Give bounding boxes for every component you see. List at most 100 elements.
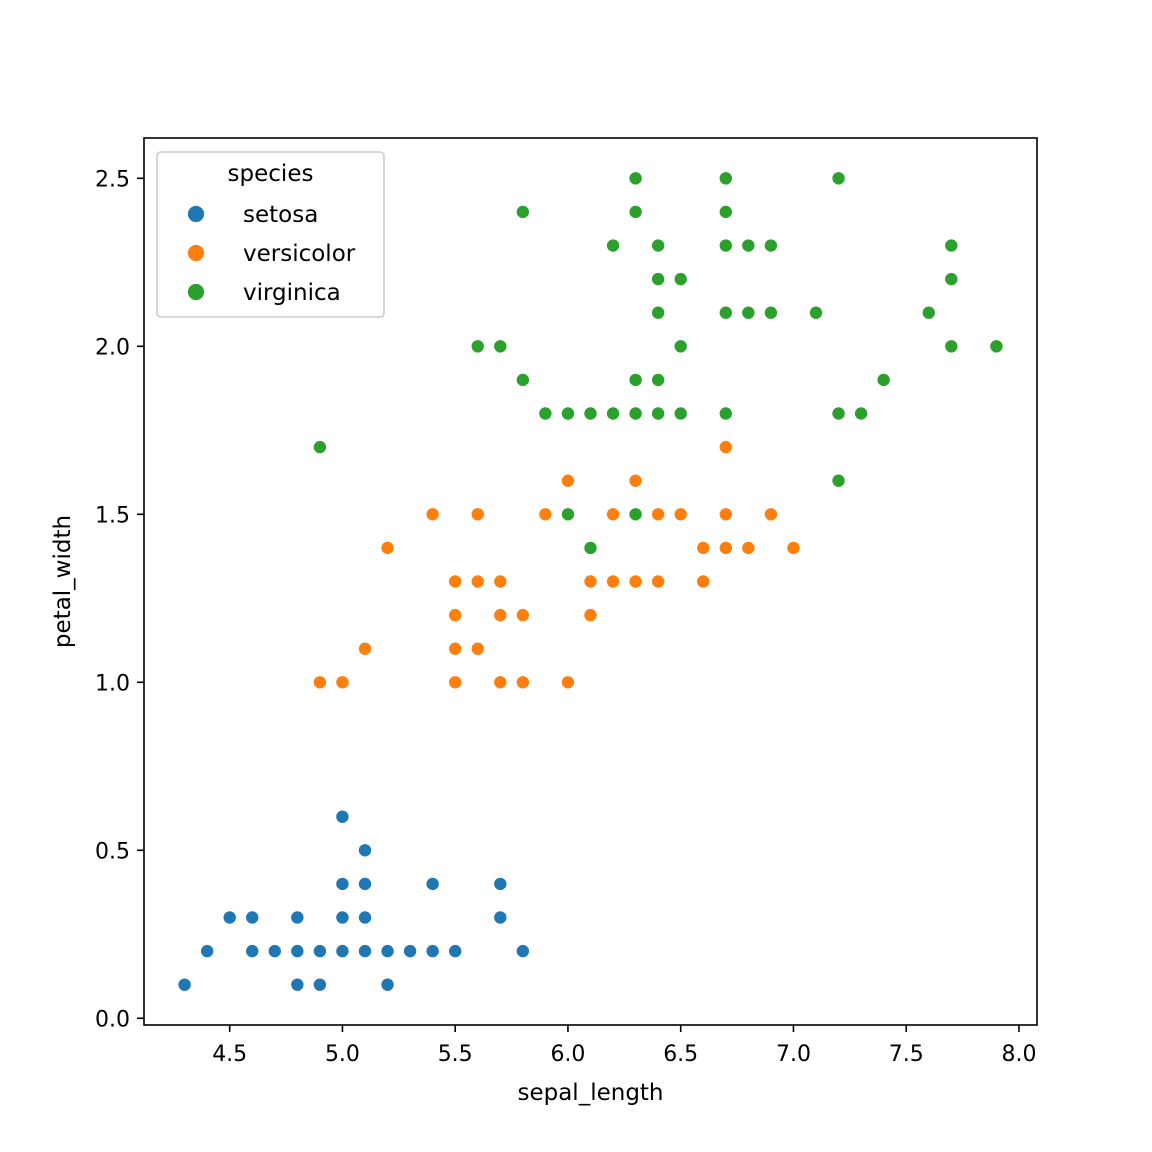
point-virginica-31 — [741, 305, 756, 320]
point-versicolor-27 — [651, 574, 666, 589]
point-virginica-4 — [515, 372, 530, 387]
legend-marker-versicolor — [187, 244, 205, 262]
legend-box — [156, 151, 385, 318]
point-virginica-12 — [628, 171, 643, 186]
point-virginica-13 — [628, 204, 643, 219]
point-virginica-21 — [651, 406, 666, 421]
x-tick-label-5: 7.0 — [776, 1042, 811, 1067]
point-setosa-20 — [380, 977, 395, 992]
point-virginica-1 — [470, 339, 485, 354]
point-versicolor-22 — [606, 507, 621, 522]
point-setosa-19 — [380, 944, 395, 959]
point-setosa-11 — [335, 809, 350, 824]
point-versicolor-11 — [470, 641, 485, 656]
point-versicolor-31 — [718, 440, 733, 455]
point-virginica-25 — [718, 171, 733, 186]
point-setosa-2 — [222, 910, 237, 925]
point-virginica-38 — [854, 406, 869, 421]
point-virginica-20 — [651, 372, 666, 387]
point-virginica-34 — [809, 305, 824, 320]
point-virginica-36 — [831, 406, 846, 421]
point-versicolor-2 — [357, 641, 372, 656]
point-virginica-33 — [763, 305, 778, 320]
point-versicolor-19 — [560, 675, 575, 690]
point-setosa-8 — [290, 977, 305, 992]
point-versicolor-6 — [448, 608, 463, 623]
point-setosa-24 — [448, 944, 463, 959]
point-virginica-5 — [538, 406, 553, 421]
point-virginica-19 — [651, 305, 666, 320]
point-versicolor-34 — [741, 540, 756, 555]
point-virginica-39 — [876, 372, 891, 387]
point-virginica-18 — [651, 272, 666, 287]
point-virginica-28 — [718, 305, 733, 320]
point-versicolor-5 — [448, 574, 463, 589]
point-virginica-43 — [944, 339, 959, 354]
point-versicolor-36 — [786, 540, 801, 555]
point-versicolor-24 — [628, 473, 643, 488]
point-virginica-41 — [944, 238, 959, 253]
point-versicolor-23 — [606, 574, 621, 589]
legend-label-versicolor: versicolor — [243, 241, 356, 267]
x-tick-label-2: 5.5 — [438, 1042, 473, 1067]
y-tick-label-3: 1.5 — [95, 503, 130, 528]
legend-entries: setosa versicolor virginica — [187, 202, 356, 306]
point-setosa-23 — [425, 944, 440, 959]
point-virginica-42 — [944, 272, 959, 287]
point-versicolor-28 — [673, 507, 688, 522]
point-versicolor-7 — [448, 641, 463, 656]
point-versicolor-8 — [448, 675, 463, 690]
point-setosa-3 — [245, 910, 260, 925]
point-setosa-9 — [312, 944, 327, 959]
point-setosa-0 — [177, 977, 192, 992]
point-virginica-16 — [628, 507, 643, 522]
y-tick-label-1: 0.5 — [95, 839, 130, 864]
point-versicolor-12 — [493, 574, 508, 589]
point-versicolor-30 — [696, 574, 711, 589]
point-versicolor-29 — [696, 540, 711, 555]
point-versicolor-0 — [312, 675, 327, 690]
point-versicolor-33 — [718, 540, 733, 555]
point-versicolor-4 — [425, 507, 440, 522]
x-tick-label-3: 6.0 — [550, 1042, 585, 1067]
legend-label-setosa: setosa — [243, 202, 318, 228]
x-tick-label-1: 5.0 — [325, 1042, 360, 1067]
point-versicolor-17 — [538, 507, 553, 522]
point-setosa-15 — [357, 843, 372, 858]
point-virginica-10 — [606, 238, 621, 253]
point-virginica-24 — [673, 406, 688, 421]
point-virginica-2 — [493, 339, 508, 354]
x-axis-label: sepal_length — [517, 1080, 663, 1106]
point-setosa-26 — [493, 910, 508, 925]
x-tick-label-6: 7.5 — [889, 1042, 924, 1067]
point-setosa-4 — [245, 944, 260, 959]
x-tick-label-0: 4.5 — [212, 1042, 247, 1067]
point-virginica-27 — [718, 238, 733, 253]
point-versicolor-25 — [628, 574, 643, 589]
point-versicolor-10 — [470, 574, 485, 589]
point-virginica-22 — [673, 272, 688, 287]
y-tick-label-0: 0.0 — [95, 1007, 130, 1032]
point-setosa-16 — [357, 876, 372, 891]
y-tick-label-2: 1.0 — [95, 671, 130, 696]
point-virginica-37 — [831, 473, 846, 488]
point-virginica-9 — [583, 540, 598, 555]
point-virginica-17 — [651, 238, 666, 253]
point-setosa-1 — [200, 944, 215, 959]
point-virginica-26 — [718, 204, 733, 219]
point-setosa-12 — [335, 876, 350, 891]
point-versicolor-20 — [583, 574, 598, 589]
point-versicolor-35 — [763, 507, 778, 522]
point-setosa-18 — [357, 944, 372, 959]
point-versicolor-14 — [493, 675, 508, 690]
points-layer — [177, 171, 1004, 992]
point-versicolor-1 — [335, 675, 350, 690]
legend-label-virginica: virginica — [243, 280, 341, 306]
point-versicolor-9 — [470, 507, 485, 522]
legend-marker-virginica — [187, 283, 205, 301]
point-versicolor-26 — [651, 507, 666, 522]
point-virginica-44 — [989, 339, 1004, 354]
point-setosa-21 — [403, 944, 418, 959]
point-setosa-13 — [335, 910, 350, 925]
